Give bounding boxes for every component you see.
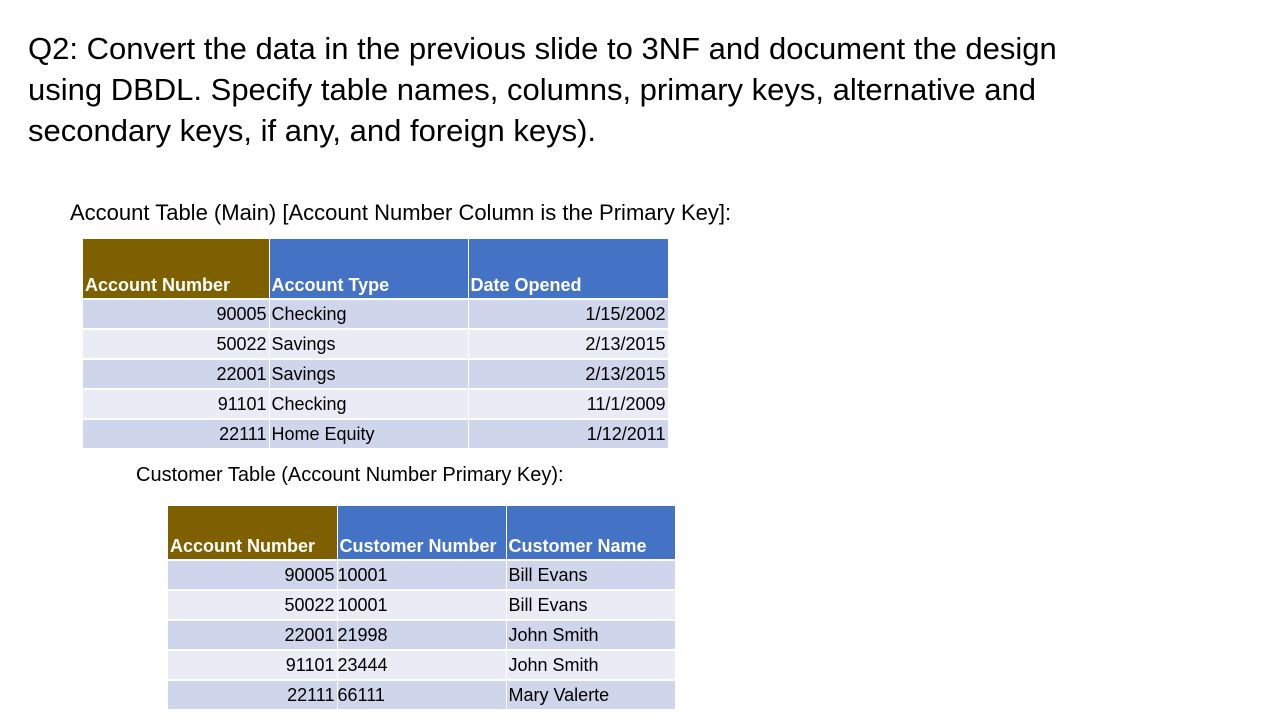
customer-number-cell: 21998 (337, 619, 507, 650)
table-row: 90005 10001 Bill Evans (168, 559, 676, 590)
customer-table: Account Number Customer Number Customer … (168, 506, 676, 709)
date-opened-cell: 1/12/2011 (468, 418, 669, 448)
table-row: 90005 Checking 1/15/2002 (83, 298, 669, 329)
account-type-cell: Home Equity (269, 418, 469, 448)
account-table: Account Number Account Type Date Opened … (83, 239, 669, 448)
account-type-cell: Checking (269, 298, 469, 329)
account-number-cell: 90005 (168, 559, 338, 590)
customer-number-cell: 10001 (337, 559, 507, 590)
account-table-caption: Account Table (Main) [Account Number Col… (70, 200, 732, 225)
table-row: 50022 10001 Bill Evans (168, 589, 676, 620)
customer-table-caption: Customer Table (Account Number Primary K… (136, 464, 564, 486)
customer-name-cell: Mary Valerte (506, 679, 676, 709)
customer-name-cell: John Smith (506, 649, 676, 680)
account-number-cell: 22001 (83, 358, 270, 389)
account-number-cell: 90005 (83, 298, 270, 329)
account-type-header: Account Type (269, 239, 469, 299)
account-number-cell: 50022 (83, 328, 270, 359)
customer-number-cell: 10001 (337, 589, 507, 620)
table-row: 91101 23444 John Smith (168, 649, 676, 680)
table-row: 91101 Checking 11/1/2009 (83, 388, 669, 419)
account-number-header: Account Number (168, 506, 338, 560)
table-row: 22111 Home Equity 1/12/2011 (83, 418, 669, 448)
table-row: 22001 21998 John Smith (168, 619, 676, 650)
customer-name-cell: John Smith (506, 619, 676, 650)
date-opened-cell: 11/1/2009 (468, 388, 669, 419)
date-opened-header: Date Opened (468, 239, 669, 299)
account-table-header-row: Account Number Account Type Date Opened (83, 239, 669, 299)
account-number-cell: 22111 (83, 418, 270, 448)
account-number-cell: 22111 (168, 679, 338, 709)
customer-number-cell: 23444 (337, 649, 507, 680)
customer-name-cell: Bill Evans (506, 559, 676, 590)
date-opened-cell: 1/15/2002 (468, 298, 669, 329)
account-type-cell: Savings (269, 358, 469, 389)
customer-number-cell: 66111 (337, 679, 507, 709)
table-row: 22111 66111 Mary Valerte (168, 679, 676, 709)
question-text: Q2: Convert the data in the previous sli… (28, 31, 1057, 148)
customer-name-header: Customer Name (506, 506, 676, 560)
date-opened-cell: 2/13/2015 (468, 358, 669, 389)
account-type-cell: Checking (269, 388, 469, 419)
account-number-cell: 22001 (168, 619, 338, 650)
account-number-header: Account Number (83, 239, 270, 299)
customer-name-cell: Bill Evans (506, 589, 676, 620)
table-row: 22001 Savings 2/13/2015 (83, 358, 669, 389)
date-opened-cell: 2/13/2015 (468, 328, 669, 359)
table-row: 50022 Savings 2/13/2015 (83, 328, 669, 359)
account-number-cell: 91101 (83, 388, 270, 419)
account-type-cell: Savings (269, 328, 469, 359)
account-number-cell: 50022 (168, 589, 338, 620)
customer-table-header-row: Account Number Customer Number Customer … (168, 506, 676, 560)
account-number-cell: 91101 (168, 649, 338, 680)
customer-number-header: Customer Number (337, 506, 507, 560)
